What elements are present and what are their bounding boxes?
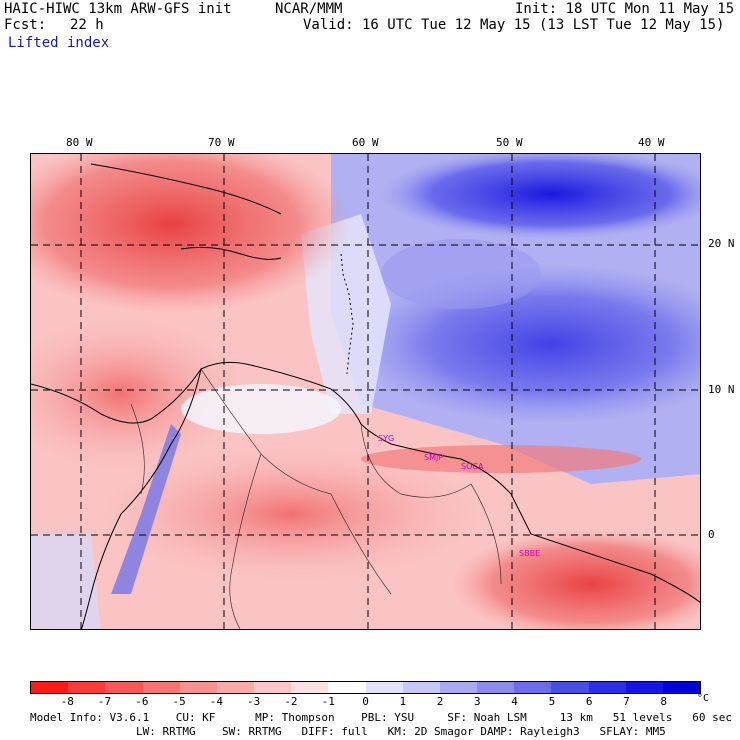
lat-label: 0	[708, 528, 715, 541]
station-label: SBBE	[519, 549, 540, 558]
lon-label: 60 W	[352, 136, 379, 149]
unstable-amazon	[91, 444, 491, 584]
colorbar-segment	[662, 682, 701, 693]
colorbar-label: -6	[135, 695, 149, 708]
colorbar-segment	[179, 682, 217, 693]
organization: NCAR/MMM	[275, 1, 343, 17]
valid-time: Valid: 16 UTC Tue 12 May 15 (13 LST Tue …	[303, 17, 725, 33]
forecast-label: Fcst:	[4, 17, 47, 33]
colorbar-segment	[477, 682, 515, 693]
colorbar-label: -5	[172, 695, 186, 708]
lon-label: 70 W	[208, 136, 235, 149]
colorbar-segment	[588, 682, 626, 693]
colorbar-segment	[625, 682, 663, 693]
colorbar-label: -4	[209, 695, 223, 708]
colorbar-label: 8	[660, 695, 668, 708]
map-canvas: SYG SMJP SOCA SBBE	[31, 154, 700, 629]
colorbar-segment	[68, 682, 106, 693]
colorbar-segment	[142, 682, 180, 693]
lon-label: 50 W	[496, 136, 523, 149]
unstable-west	[31, 314, 251, 474]
colorbar-label: 6	[585, 695, 593, 708]
colorbar-label: 3	[474, 695, 481, 708]
colorbar-segment	[31, 682, 69, 693]
colorbar-label: -1	[321, 695, 335, 708]
colorbar-label: 4	[511, 695, 518, 708]
coastal-neutral	[181, 384, 341, 434]
colorbar-segment	[216, 682, 255, 693]
colorbar-segment	[514, 682, 552, 693]
andes-stable-streak	[111, 424, 181, 594]
model-info-line2: LW: RRTMG SW: RRTMG DIFF: full KM: 2D Sm…	[30, 725, 666, 738]
colorbar-label: 0	[362, 695, 369, 708]
unstable-itcz-band	[361, 445, 641, 473]
model-title: HAIC-HIWC 13km ARW-GFS init	[4, 1, 232, 17]
colorbar-segment	[402, 682, 440, 693]
colorbar-label: -2	[284, 695, 298, 708]
colorbar-segment	[551, 682, 589, 693]
colorbar-segment	[105, 682, 143, 693]
station-label: SOCA	[461, 462, 484, 471]
unstable-southeast	[451, 529, 700, 629]
init-time: Init: 18 UTC Mon 11 May 15	[515, 1, 735, 17]
borders	[130, 368, 502, 629]
stable-core-north	[381, 154, 700, 239]
station-label: SMJP	[424, 453, 443, 462]
colorbar-label: -8	[60, 695, 74, 708]
colorbar-label: 2	[436, 695, 444, 708]
stable-patch	[381, 239, 541, 309]
colorbar	[30, 681, 701, 694]
colorbar-label: 5	[548, 695, 556, 708]
colorbar-segment	[254, 682, 292, 693]
colorbar-label: 7	[623, 695, 630, 708]
lon-label: 40 W	[638, 136, 665, 149]
colorbar-label: -7	[97, 695, 112, 708]
colorbar-segment	[439, 682, 478, 693]
colorbar-label: 1	[399, 695, 407, 708]
variable-name: Lifted index	[8, 35, 110, 51]
lon-label: 80 W	[66, 136, 93, 149]
forecast-hour: 22 h	[70, 17, 104, 33]
colorbar-segment	[365, 682, 403, 693]
graticule	[31, 154, 700, 629]
colorbar-segment	[328, 682, 366, 693]
colorbar-unit: °C	[697, 693, 710, 704]
lat-label: 20 N	[708, 237, 735, 250]
lifted-index-map: SYG SMJP SOCA SBBE	[30, 153, 701, 630]
station-label: SYG	[378, 434, 394, 443]
colorbar-label: -3	[247, 695, 261, 708]
colorbar-segment	[291, 682, 329, 693]
pacific-region	[31, 534, 101, 629]
lat-label: 10 N	[708, 383, 735, 396]
model-info-line1: Model Info: V3.6.1 CU: KF MP: Thompson P…	[30, 711, 732, 724]
unstable-caribbean	[31, 154, 351, 314]
